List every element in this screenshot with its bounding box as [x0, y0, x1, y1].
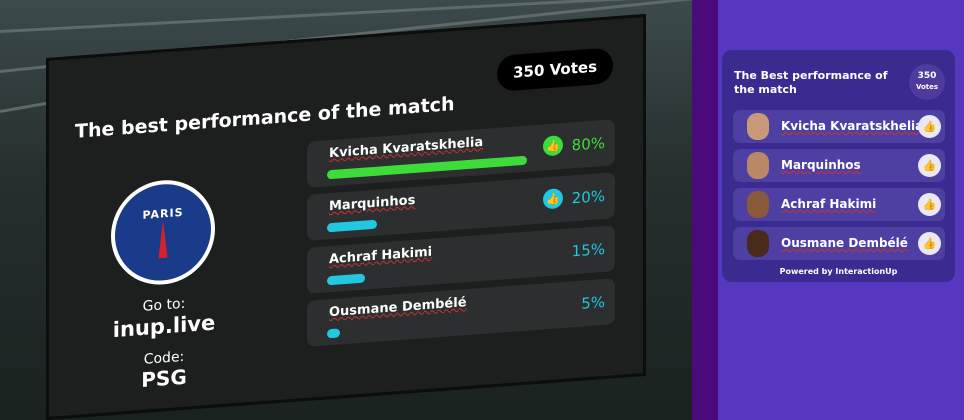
- thumbs-up-icon: 👍: [543, 135, 563, 157]
- player-name: Achraf Hakimi: [781, 197, 877, 211]
- poll-card-title: The Best performance of the match: [734, 69, 888, 96]
- psg-logo: PARIS: [111, 176, 215, 289]
- player-name: Ousmane Dembélé: [781, 236, 908, 250]
- votes-label: Votes: [915, 83, 939, 91]
- player-row[interactable]: Kvicha Kvaratskhelia 👍: [733, 110, 945, 143]
- option-name: Achraf Hakimi: [329, 244, 433, 268]
- thumbs-up-icon[interactable]: 👍: [918, 193, 941, 216]
- scoreboard-screen: The best performance of the match 350 Vo…: [46, 13, 646, 420]
- thumbs-up-icon[interactable]: 👍: [918, 232, 941, 255]
- poll-card: The Best performance of the match 350 Vot…: [722, 50, 955, 282]
- powered-by: Powered by InteractionUp: [779, 267, 898, 276]
- player-avatar: [747, 152, 769, 179]
- thumbs-up-icon[interactable]: 👍: [918, 115, 941, 138]
- thumbs-up-icon[interactable]: 👍: [918, 154, 941, 177]
- option-percent: 5%: [581, 292, 605, 313]
- option-bar: [327, 273, 365, 286]
- option-name: Kvicha Kvaratskhelia: [329, 134, 484, 162]
- player-avatar: [747, 191, 769, 218]
- player-name: Kvicha Kvaratskhelia: [781, 119, 924, 133]
- option-bar: [327, 219, 377, 233]
- stadium-background: The best performance of the match 350 Vo…: [0, 0, 692, 420]
- option-name: Ousmane Dembélé: [329, 295, 467, 321]
- player-row[interactable]: Achraf Hakimi 👍: [733, 188, 945, 221]
- votes-badge: 350 Votes: [497, 47, 613, 92]
- player-avatar: [747, 230, 769, 257]
- option-bar: [327, 328, 340, 339]
- option-percent: 15%: [571, 239, 605, 261]
- votes-count: 350: [917, 71, 937, 81]
- player-row[interactable]: Ousmane Dembélé 👍: [733, 227, 945, 260]
- votes-circle: 350 Votes: [909, 64, 945, 100]
- option-bar: [327, 155, 527, 180]
- option-percent: 20%: [571, 186, 605, 208]
- player-row[interactable]: Marquinhos 👍: [733, 149, 945, 182]
- player-avatar: [747, 113, 769, 140]
- option-percent: 80%: [571, 133, 605, 155]
- side-strip: [692, 0, 718, 420]
- thumbs-up-icon: 👍: [543, 188, 563, 210]
- player-name: Marquinhos: [781, 158, 861, 172]
- option-name: Marquinhos: [329, 192, 416, 215]
